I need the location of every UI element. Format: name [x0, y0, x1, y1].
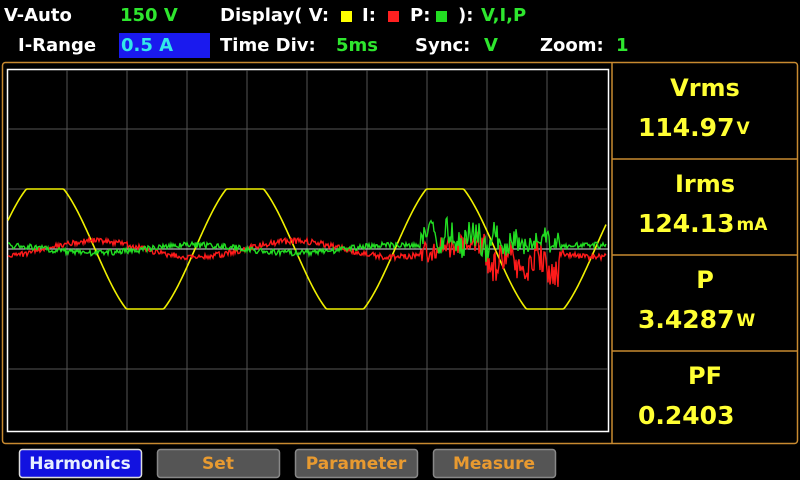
reading-unit: W [736, 311, 755, 331]
irange-highlight [119, 33, 210, 58]
display-i: I: [362, 5, 376, 26]
reading-label: P [696, 266, 714, 294]
button-label[interactable]: Harmonics [29, 454, 131, 474]
voltage-trace [7, 188, 607, 310]
reading-unit: mA [736, 215, 768, 235]
reading-label: Irms [675, 170, 735, 198]
irange-label: I-Range [18, 35, 96, 56]
button[interactable] [432, 448, 557, 479]
zoom-value: 1 [616, 35, 629, 56]
range-mode: V-Auto [4, 5, 72, 26]
main-frame [1, 61, 799, 445]
waveforms [7, 188, 607, 310]
display-p: P: [410, 5, 430, 26]
button-label[interactable]: Set [202, 454, 234, 474]
display-value: V,I,P [481, 5, 526, 26]
irange-value: 0.5 A [121, 35, 173, 56]
button-label[interactable]: Measure [453, 454, 535, 474]
reading-number: 124.13 [638, 209, 734, 238]
power-trace [7, 215, 607, 262]
p-swatch [436, 11, 447, 22]
reading-label: Vrms [670, 74, 740, 102]
sync-label: Sync: [415, 35, 470, 56]
reading-number: 114.97 [638, 113, 734, 142]
button[interactable] [18, 448, 143, 479]
reading-value: 124.13 mA [638, 209, 768, 238]
button-bar: Harmonics Set Parameter Measure [18, 448, 557, 479]
button[interactable] [156, 448, 281, 479]
i-swatch [388, 11, 399, 22]
v-swatch [341, 11, 352, 22]
reading-value: 114.97 V [638, 113, 750, 142]
display-label: Display( V: [220, 5, 329, 26]
button-label[interactable]: Parameter [306, 454, 407, 474]
reading-number: 0.2403 [638, 401, 734, 430]
readings-panel: Vrms 114.97 V Irms 124.13 mA P 3.4287 W PF 0.2403 [611, 63, 798, 443]
reading-label: PF [688, 362, 722, 390]
scope-frame [6, 68, 610, 433]
reading-value: 0.2403 [638, 401, 734, 430]
current-trace [7, 231, 607, 287]
button[interactable] [294, 448, 419, 479]
sync-value: V [484, 35, 498, 56]
reading-number: 3.4287 [638, 305, 734, 334]
display-end: ): [458, 5, 473, 26]
range-value: 150 V [120, 5, 178, 26]
zoom-label: Zoom: [540, 35, 604, 56]
reading-value: 3.4287 W [638, 305, 755, 334]
reading-unit: V [736, 119, 750, 139]
timediv-label: Time Div: [220, 35, 316, 56]
timediv-value: 5ms [336, 35, 378, 56]
